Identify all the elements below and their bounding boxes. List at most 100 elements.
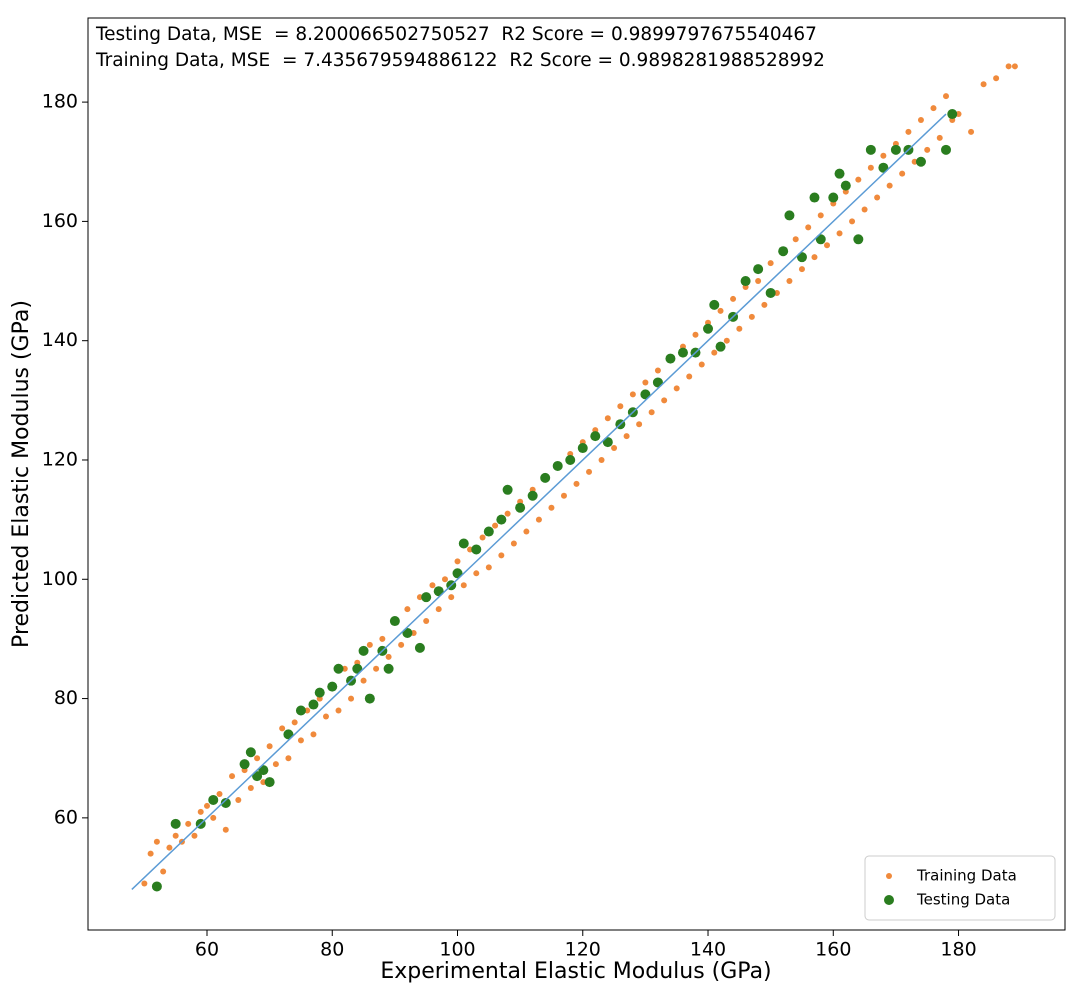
point <box>216 791 223 798</box>
point <box>880 152 887 159</box>
point <box>617 403 624 410</box>
point <box>642 379 649 386</box>
point <box>1005 63 1012 70</box>
point <box>435 606 442 613</box>
y-tick-label: 160 <box>42 210 78 232</box>
point <box>886 182 893 189</box>
point <box>314 687 325 698</box>
point <box>366 641 373 648</box>
point <box>968 128 975 135</box>
point <box>761 301 768 308</box>
point <box>452 568 463 579</box>
plot-area <box>131 63 1018 892</box>
point <box>322 713 329 720</box>
point <box>141 880 148 887</box>
point <box>208 794 219 805</box>
annotation: Testing Data, MSE = 8.200066502750527 R2… <box>95 24 817 45</box>
legend-marker <box>886 873 892 879</box>
point <box>473 570 480 577</box>
point <box>335 707 342 714</box>
point <box>611 445 618 452</box>
point <box>1011 63 1018 70</box>
point <box>348 695 355 702</box>
point <box>383 663 394 674</box>
point <box>502 484 513 495</box>
point <box>510 540 517 547</box>
y-axis-label: Predicted Elastic Modulus (GPa) <box>9 300 34 648</box>
point <box>765 287 776 298</box>
point <box>753 264 764 275</box>
point <box>492 522 499 529</box>
point <box>254 755 261 762</box>
annotation: Training Data, MSE = 7.435679594886122 R… <box>95 50 825 71</box>
point <box>373 665 380 672</box>
point <box>398 641 405 648</box>
point <box>836 230 843 237</box>
point <box>874 194 881 201</box>
point <box>151 881 162 892</box>
x-tick-label: 160 <box>815 939 851 961</box>
y-tick-label: 80 <box>54 687 78 709</box>
point <box>834 168 845 179</box>
point <box>748 313 755 320</box>
point <box>414 642 425 653</box>
point <box>636 421 643 428</box>
point <box>247 785 254 792</box>
point <box>930 105 937 112</box>
point <box>266 743 273 750</box>
point <box>717 307 724 314</box>
point <box>730 295 737 302</box>
point <box>652 377 663 388</box>
point <box>861 206 868 213</box>
point <box>740 276 751 287</box>
point <box>586 468 593 475</box>
point <box>604 415 611 422</box>
point <box>147 850 154 857</box>
point <box>817 212 824 219</box>
x-tick-label: 140 <box>690 939 726 961</box>
point <box>523 528 530 535</box>
point <box>602 437 613 448</box>
point <box>811 254 818 261</box>
point <box>947 109 958 120</box>
point <box>867 164 874 171</box>
point <box>703 323 714 334</box>
point <box>815 234 826 245</box>
point <box>527 490 538 501</box>
point <box>792 236 799 243</box>
y-tick-label: 120 <box>42 448 78 470</box>
point <box>483 526 494 537</box>
x-tick-label: 100 <box>439 939 475 961</box>
point <box>485 564 492 571</box>
point <box>623 433 630 440</box>
point <box>941 144 952 155</box>
legend-label: Testing Data <box>916 891 1010 909</box>
plot-frame <box>87 17 1066 931</box>
x-tick-label: 120 <box>565 939 601 961</box>
point <box>504 510 511 517</box>
point <box>715 341 726 352</box>
point <box>943 93 950 100</box>
point <box>540 472 551 483</box>
point <box>598 456 605 463</box>
point <box>433 586 444 597</box>
point <box>423 618 430 625</box>
legend-box <box>864 855 1056 921</box>
point <box>458 538 469 549</box>
point <box>229 773 236 780</box>
point <box>498 552 505 559</box>
x-axis-label: Experimental Elastic Modulus (GPa) <box>380 959 771 984</box>
point <box>552 460 563 471</box>
point <box>210 814 217 821</box>
point <box>560 492 567 499</box>
point <box>573 480 580 487</box>
legend: Training Data Testing Data <box>864 855 1056 921</box>
point <box>197 808 204 815</box>
point <box>692 331 699 338</box>
point <box>736 325 743 332</box>
point <box>698 361 705 368</box>
point <box>310 731 317 738</box>
point <box>824 242 831 249</box>
point <box>755 278 762 285</box>
